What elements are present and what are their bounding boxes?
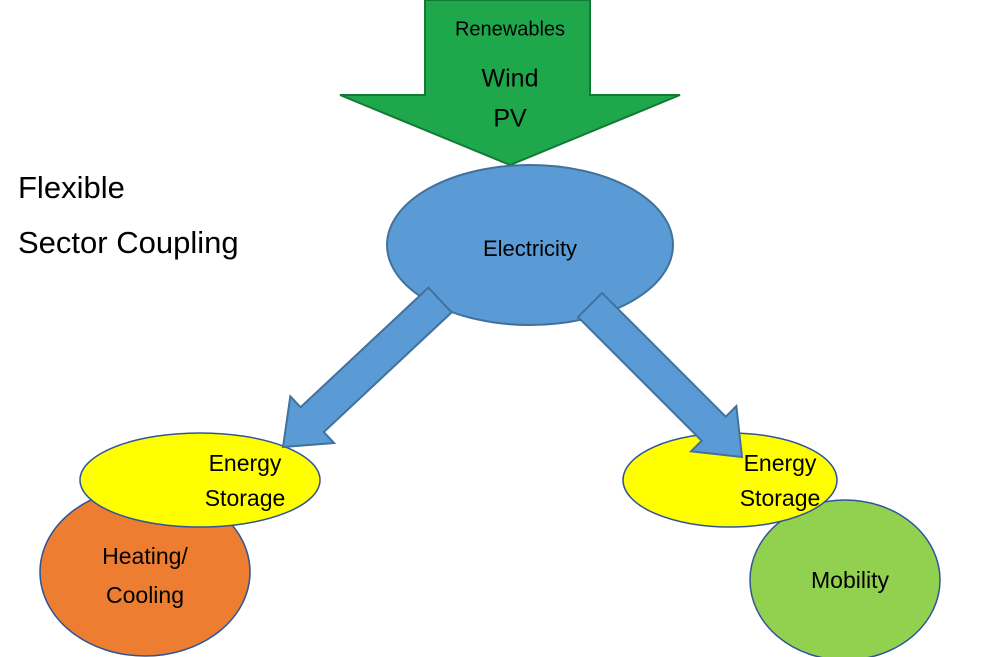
flow-arrow: [576, 291, 744, 459]
renewables-arrow: [339, 0, 681, 167]
storage-label: Energy: [744, 450, 817, 476]
source-item: Wind: [482, 65, 539, 93]
storage-label: Storage: [740, 485, 821, 511]
title-line: Flexible: [18, 170, 125, 205]
hub-label: Electricity: [483, 236, 577, 261]
storage-label: Storage: [205, 485, 286, 511]
source-item: PV: [493, 105, 527, 133]
title-line: Sector Coupling: [18, 225, 239, 260]
source-label: Renewables: [455, 18, 565, 40]
sector-label: Cooling: [106, 582, 184, 608]
sector-node: [749, 499, 941, 657]
sector-label: Mobility: [811, 567, 889, 593]
storage-node: [79, 432, 321, 528]
flow-arrow: [281, 286, 454, 449]
sector-label: Heating/: [102, 543, 188, 569]
storage-label: Energy: [209, 450, 282, 476]
hub-node: [386, 164, 674, 326]
